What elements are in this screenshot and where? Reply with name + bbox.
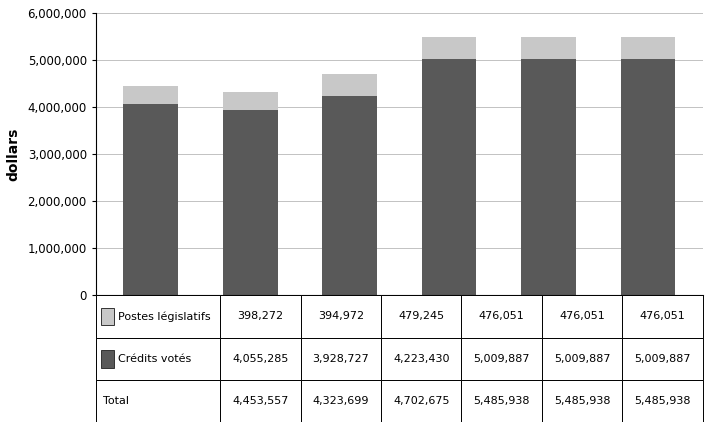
- Bar: [220, 338, 300, 380]
- Text: 476,051: 476,051: [559, 311, 605, 322]
- Text: 4,453,557: 4,453,557: [232, 396, 288, 406]
- Bar: [322, 74, 377, 96]
- Text: 4,055,285: 4,055,285: [232, 354, 288, 364]
- Bar: [623, 338, 703, 380]
- Bar: [521, 60, 576, 295]
- Text: 5,009,887: 5,009,887: [554, 354, 611, 364]
- Bar: [462, 295, 542, 338]
- Text: 4,223,430: 4,223,430: [393, 354, 449, 364]
- Bar: [542, 338, 623, 380]
- Bar: [96, 295, 220, 338]
- Text: 394,972: 394,972: [318, 311, 364, 322]
- Bar: [422, 60, 476, 295]
- Text: 5,009,887: 5,009,887: [474, 354, 530, 364]
- Bar: [124, 86, 178, 104]
- Bar: [542, 380, 623, 422]
- Text: Postes législatifs: Postes législatifs: [118, 311, 210, 322]
- Bar: [462, 338, 542, 380]
- Bar: [101, 350, 114, 368]
- Text: Crédits votés: Crédits votés: [118, 354, 191, 364]
- Text: 3,928,727: 3,928,727: [312, 354, 369, 364]
- Text: 5,485,938: 5,485,938: [474, 396, 530, 406]
- Bar: [322, 96, 377, 295]
- Bar: [422, 37, 476, 60]
- Bar: [621, 60, 675, 295]
- Bar: [101, 308, 114, 325]
- Bar: [462, 380, 542, 422]
- Text: 5,485,938: 5,485,938: [635, 396, 691, 406]
- Text: 4,323,699: 4,323,699: [312, 396, 369, 406]
- Text: 479,245: 479,245: [398, 311, 444, 322]
- Bar: [381, 295, 462, 338]
- Bar: [621, 37, 675, 60]
- Bar: [96, 380, 220, 422]
- Bar: [220, 295, 300, 338]
- Text: 4,702,675: 4,702,675: [393, 396, 449, 406]
- Bar: [300, 380, 381, 422]
- Bar: [521, 37, 576, 60]
- Bar: [300, 295, 381, 338]
- Bar: [223, 92, 278, 110]
- Text: Total: Total: [103, 396, 129, 406]
- Y-axis label: dollars: dollars: [6, 127, 21, 181]
- Bar: [623, 295, 703, 338]
- Bar: [623, 380, 703, 422]
- Bar: [300, 338, 381, 380]
- Text: 398,272: 398,272: [237, 311, 283, 322]
- Bar: [381, 380, 462, 422]
- Text: 476,051: 476,051: [479, 311, 525, 322]
- Text: 476,051: 476,051: [640, 311, 686, 322]
- Bar: [124, 104, 178, 295]
- Bar: [381, 338, 462, 380]
- Text: 5,485,938: 5,485,938: [554, 396, 611, 406]
- Bar: [220, 380, 300, 422]
- Bar: [223, 110, 278, 295]
- Bar: [542, 295, 623, 338]
- Text: 5,009,887: 5,009,887: [635, 354, 691, 364]
- Bar: [96, 338, 220, 380]
